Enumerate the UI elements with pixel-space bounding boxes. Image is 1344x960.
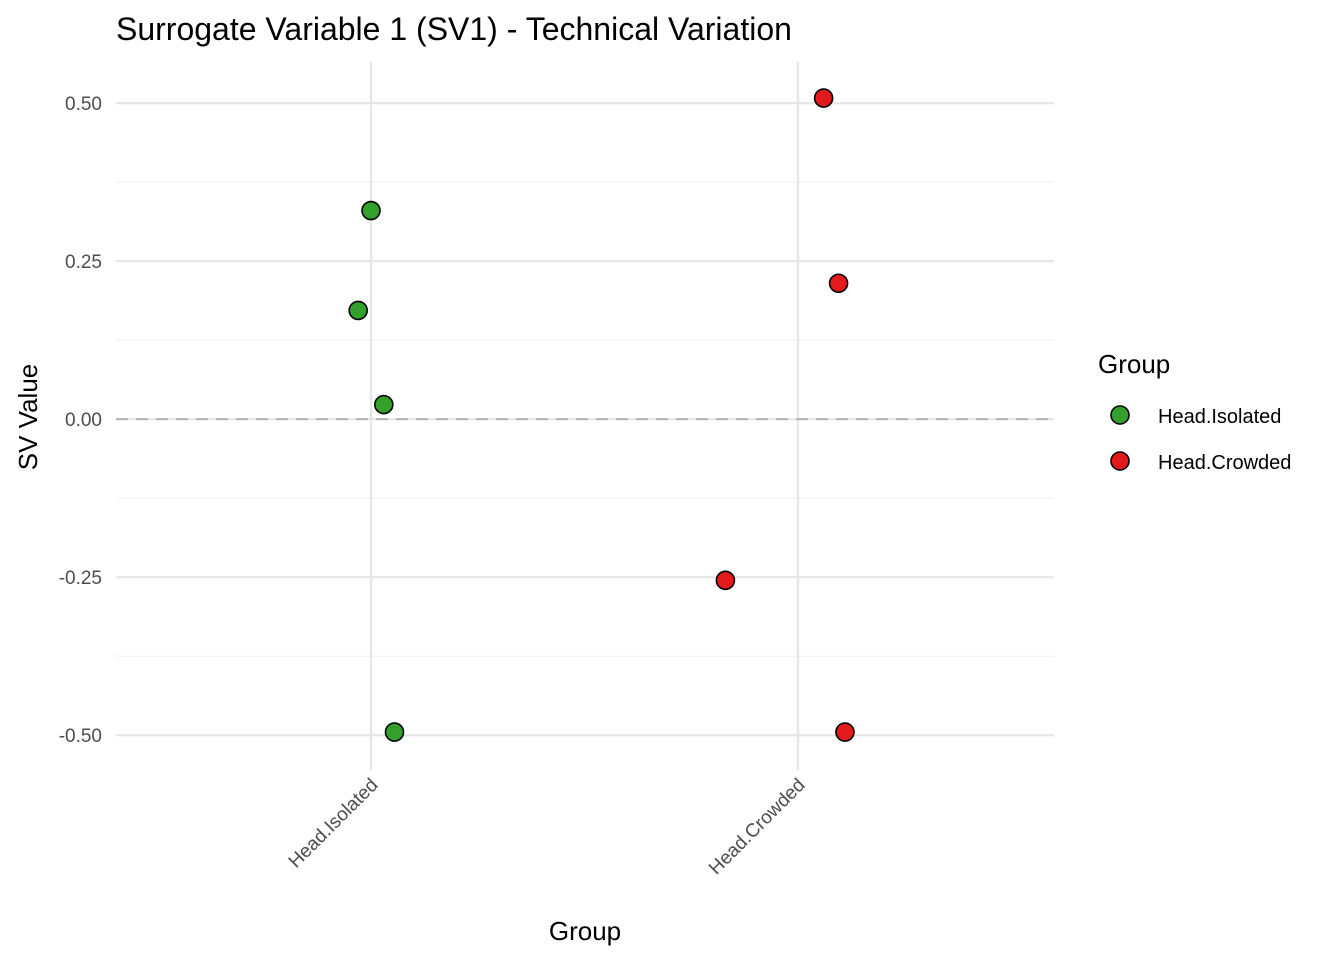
y-tick-label: -0.25 [59, 568, 102, 589]
data-point [715, 570, 736, 591]
data-point [384, 722, 405, 742]
chart-title: Surrogate Variable 1 (SV1) - Technical V… [116, 11, 792, 47]
legend-swatch-head-isolated [1110, 405, 1130, 425]
x-axis-title: Group [549, 916, 621, 946]
grid-layer [116, 62, 1054, 770]
data-point [361, 200, 381, 221]
data-point [348, 300, 368, 321]
y-tick-label: -0.50 [59, 726, 102, 747]
legend-label-head-crowded: Head.Crowded [1158, 452, 1291, 474]
legend-swatch-head-crowded [1110, 451, 1130, 471]
y-tick-label: 0.50 [65, 94, 102, 115]
legend: Group Head.Isolated Head.Crowded [1098, 349, 1291, 474]
y-axis-title: SV Value [13, 364, 43, 470]
data-point [813, 88, 834, 108]
data-points [348, 88, 855, 742]
y-tick-label: 0.00 [65, 410, 102, 431]
x-tick-label: Head.Isolated [285, 775, 383, 873]
data-point [374, 394, 394, 415]
legend-label-head-isolated: Head.Isolated [1158, 406, 1281, 428]
x-tick-label: Head.Crowded [705, 775, 809, 879]
x-axis-ticks: Head.Isolated Head.Crowded [285, 775, 810, 879]
data-point [828, 273, 849, 294]
legend-title: Group [1098, 349, 1170, 379]
y-tick-label: 0.25 [65, 252, 102, 273]
y-axis-ticks: 0.50 0.25 0.00 -0.25 -0.50 [59, 94, 102, 747]
data-point [835, 722, 855, 742]
